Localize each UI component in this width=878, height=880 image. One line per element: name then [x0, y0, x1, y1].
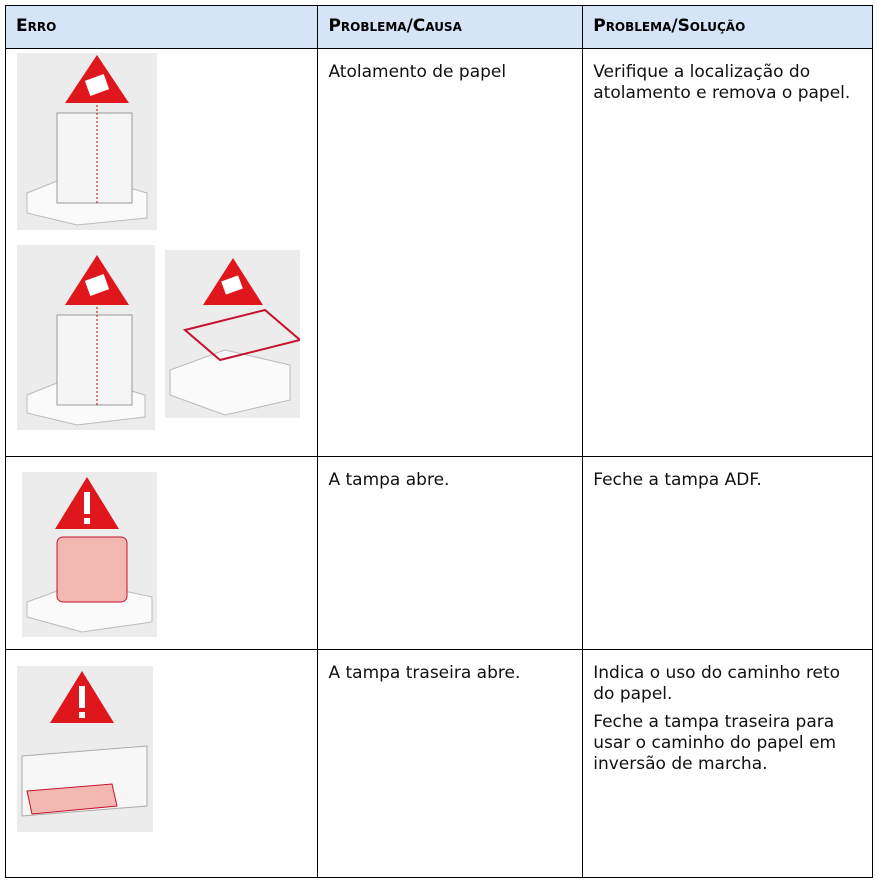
- solution-text: Feche a tampa traseira para usar o camin…: [593, 712, 837, 774]
- scanner-jam-illustration: [17, 53, 157, 230]
- cause-text: Atolamento de papel: [328, 62, 507, 82]
- cause-cell: Atolamento de papel: [317, 48, 584, 457]
- solution-text: Feche a tampa ADF.: [593, 470, 762, 490]
- solution-cell: Feche a tampa ADF.: [582, 456, 873, 650]
- cause-cell: A tampa abre.: [317, 456, 584, 650]
- cause-text: A tampa traseira abre.: [328, 663, 521, 683]
- solution-cell: Verifique a localização do atolamento e …: [582, 48, 873, 457]
- solution-text: Verifique a localização do atolamento e …: [593, 62, 851, 103]
- scanner-jam-illustration: [17, 245, 155, 430]
- header-cell: Problema/Causa: [317, 5, 584, 49]
- cover-open-illustration: [22, 472, 157, 637]
- header-cell: Problema/Solução: [582, 5, 873, 49]
- scanner-jam-illustration: [165, 250, 300, 418]
- cause-text: A tampa abre.: [328, 470, 450, 490]
- rear-cover-illustration: [17, 666, 153, 832]
- solution-text: Indica o uso do caminho reto do papel.: [593, 663, 841, 704]
- solution-cell: Indica o uso do caminho reto do papel. F…: [582, 649, 873, 878]
- header-row: Erro Problema/Causa Problema/Solução: [4, 5, 873, 49]
- cause-cell: A tampa traseira abre.: [317, 649, 584, 878]
- header-cell: Erro: [4, 5, 319, 49]
